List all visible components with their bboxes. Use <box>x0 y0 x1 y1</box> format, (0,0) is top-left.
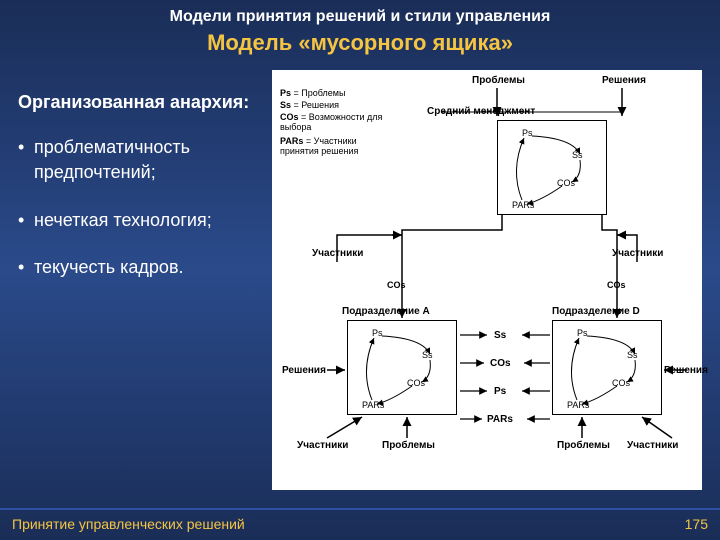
label-solutions-l: Решения <box>282 365 326 376</box>
label-participants-right: Участники <box>612 248 663 259</box>
legend-row: COs = Возможности для выбора <box>280 112 390 132</box>
diagram-arrows <box>272 70 702 490</box>
garbage-can-diagram: Ps = Проблемы Ss = Решения COs = Возможн… <box>272 70 702 490</box>
mid-flow: Ps <box>494 386 506 397</box>
label-middle-mgmt: Средний менеджмент <box>427 106 535 117</box>
label-problems-br: Проблемы <box>557 440 610 451</box>
label-participants-bl: Участники <box>297 440 348 451</box>
label-participants-br: Участники <box>627 440 678 451</box>
bullet-list: проблематичность предпочтений; нечеткая … <box>18 135 268 280</box>
legend-row: PARs = Участники принятия решения <box>280 136 390 156</box>
legend-row: Ps = Проблемы <box>280 88 345 98</box>
bullet-item: проблематичность предпочтений; <box>18 135 268 185</box>
page-title: Модель «мусорного ящика» <box>0 30 720 56</box>
label-solutions-r: Решения <box>664 365 708 376</box>
page-number: 175 <box>685 516 708 532</box>
label-problems-bl: Проблемы <box>382 440 435 451</box>
label-cos-l: COs <box>387 280 406 290</box>
bullet-item: нечеткая технология; <box>18 208 268 233</box>
footer-text: Принятие управленческих решений <box>12 516 245 532</box>
intro-text: Организованная анархия: <box>18 90 268 115</box>
left-content: Организованная анархия: проблематичность… <box>18 90 268 302</box>
label-participants-left: Участники <box>312 248 363 259</box>
label-problems-top: Проблемы <box>472 75 525 86</box>
mid-flow: Ss <box>494 330 506 341</box>
mid-flow: COs <box>490 358 511 369</box>
mid-flow: PARs <box>487 414 513 425</box>
page-supertitle: Модели принятия решений и стили управлен… <box>0 0 720 26</box>
footer-divider <box>0 508 720 510</box>
legend-row: Ss = Решения <box>280 100 339 110</box>
label-cos-r: COs <box>607 280 626 290</box>
label-solutions-top: Решения <box>602 75 646 86</box>
label-subdiv-d: Подразделение D <box>552 306 640 317</box>
label-subdiv-a: Подразделение А <box>342 306 430 317</box>
bullet-item: текучесть кадров. <box>18 255 268 280</box>
